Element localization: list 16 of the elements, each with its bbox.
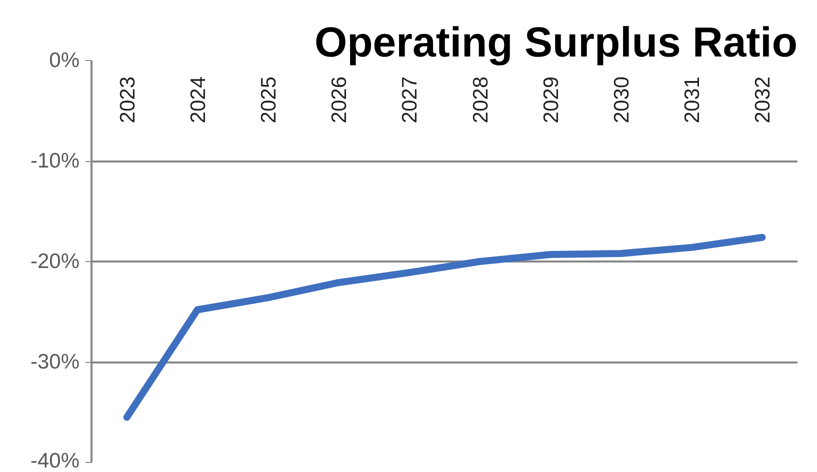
x-tick-label: 2029 bbox=[540, 76, 563, 124]
x-tick-label: 2026 bbox=[328, 76, 352, 124]
x-tick-label: 2028 bbox=[469, 76, 492, 124]
y-tick-label: 0% bbox=[49, 49, 80, 72]
y-tick-label: -40% bbox=[30, 450, 80, 472]
x-tick-label: 2031 bbox=[681, 76, 704, 124]
x-tick-label: 2025 bbox=[258, 76, 280, 124]
x-tick-label: 2024 bbox=[186, 76, 210, 124]
y-tick-label: -10% bbox=[30, 150, 80, 172]
x-tick-label: 2030 bbox=[610, 76, 634, 124]
x-tick-label: 2032 bbox=[752, 76, 775, 124]
y-tick-label: -20% bbox=[30, 250, 80, 273]
chart-title: Operating Surplus Ratio bbox=[314, 18, 798, 66]
x-tick-label: 2027 bbox=[398, 76, 422, 124]
y-tick-label: -30% bbox=[30, 350, 80, 374]
x-tick-label: 2023 bbox=[116, 76, 140, 124]
